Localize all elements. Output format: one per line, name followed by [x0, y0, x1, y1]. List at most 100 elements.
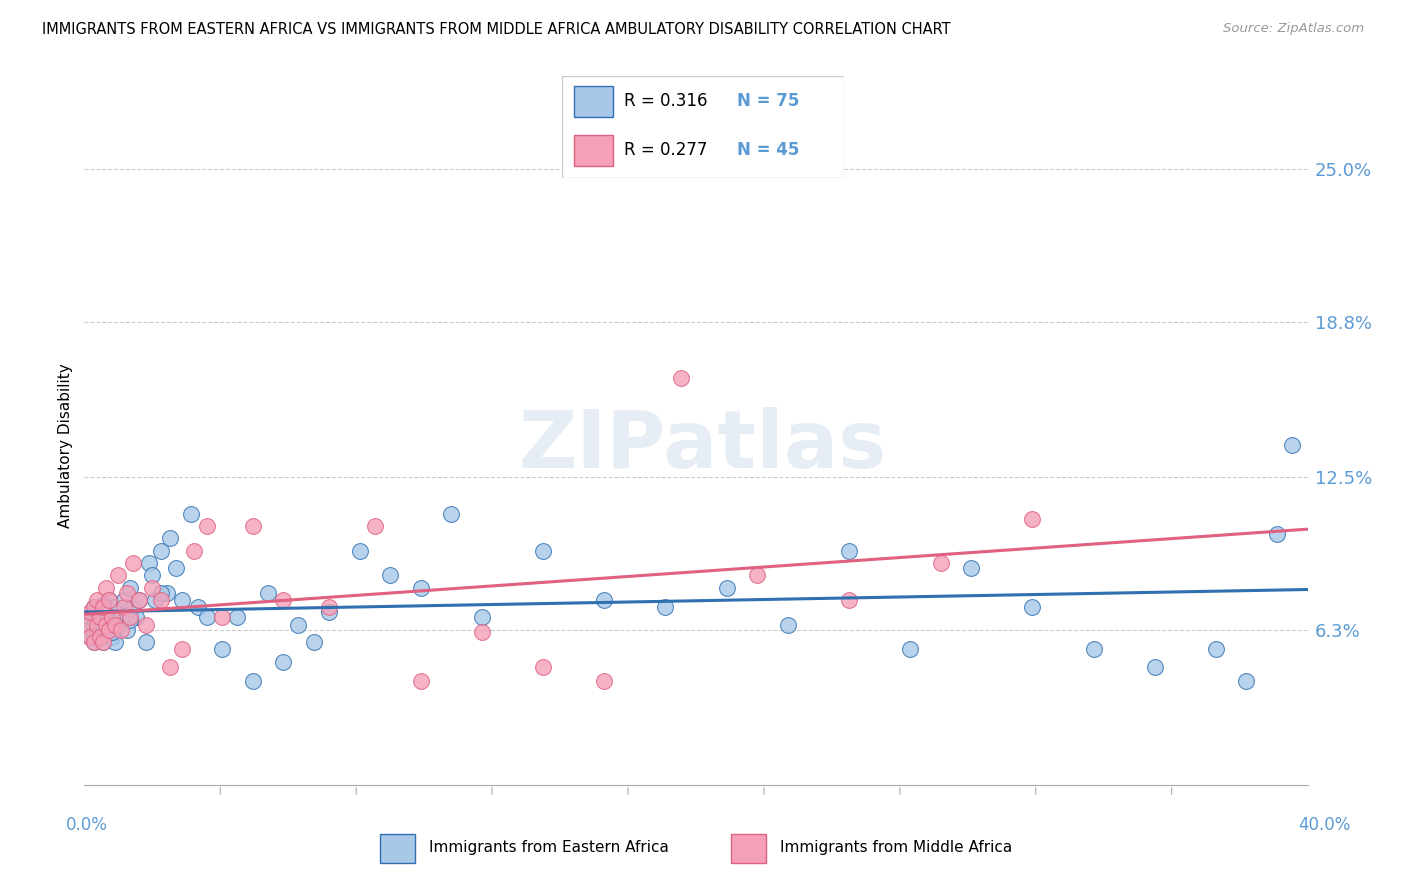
Point: [91, 617, 114, 632]
Point: [97, 623, 120, 637]
Point: [97, 617, 120, 632]
Point: [211, 610, 233, 624]
Point: [107, 617, 129, 632]
Point: [747, 568, 769, 582]
Text: IMMIGRANTS FROM EASTERN AFRICA VS IMMIGRANTS FROM MIDDLE AFRICA AMBULATORY DISAB: IMMIGRANTS FROM EASTERN AFRICA VS IMMIGR…: [42, 22, 950, 37]
Point: [149, 593, 172, 607]
Point: [83, 600, 105, 615]
Point: [101, 630, 124, 644]
Point: [838, 543, 860, 558]
Point: [120, 610, 142, 624]
Point: [1083, 642, 1105, 657]
Text: N = 45: N = 45: [737, 141, 799, 159]
Point: [195, 610, 218, 624]
Point: [115, 585, 138, 599]
Text: ZIPatlas: ZIPatlas: [519, 407, 887, 485]
Y-axis label: Ambulatory Disability: Ambulatory Disability: [58, 364, 73, 528]
Point: [128, 593, 150, 607]
FancyBboxPatch shape: [731, 834, 766, 863]
Point: [91, 635, 114, 649]
Text: Source: ZipAtlas.com: Source: ZipAtlas.com: [1223, 22, 1364, 36]
Point: [86, 606, 108, 620]
Point: [94, 606, 117, 620]
Point: [531, 659, 554, 673]
Point: [83, 630, 105, 644]
Point: [79, 630, 101, 644]
Point: [183, 543, 205, 558]
Point: [104, 600, 127, 615]
Point: [89, 630, 111, 644]
Point: [159, 659, 181, 673]
Point: [165, 561, 187, 575]
Point: [302, 635, 325, 649]
Point: [104, 635, 127, 649]
Point: [76, 617, 98, 632]
Point: [287, 617, 309, 632]
Point: [349, 543, 371, 558]
Text: R = 0.316: R = 0.316: [624, 92, 707, 110]
Point: [112, 593, 135, 607]
Point: [898, 642, 921, 657]
Point: [156, 585, 179, 599]
Point: [112, 600, 135, 615]
Point: [242, 674, 264, 689]
Point: [318, 606, 340, 620]
Point: [186, 600, 208, 615]
Point: [1143, 659, 1166, 673]
Point: [195, 519, 218, 533]
Point: [409, 674, 432, 689]
Text: 0.0%: 0.0%: [66, 816, 108, 834]
Point: [89, 600, 111, 615]
Point: [1021, 600, 1043, 615]
Text: N = 75: N = 75: [737, 92, 799, 110]
Text: 40.0%: 40.0%: [1298, 816, 1351, 834]
Point: [110, 623, 132, 637]
Point: [440, 507, 463, 521]
Point: [83, 635, 105, 649]
Point: [149, 585, 172, 599]
Point: [115, 623, 138, 637]
Point: [716, 581, 738, 595]
Point: [380, 568, 402, 582]
FancyBboxPatch shape: [562, 76, 844, 178]
Point: [94, 581, 117, 595]
Point: [172, 642, 194, 657]
Point: [122, 600, 145, 615]
Point: [89, 610, 111, 624]
Point: [86, 593, 108, 607]
Point: [76, 623, 98, 637]
Point: [128, 593, 150, 607]
Point: [271, 655, 294, 669]
Point: [94, 623, 117, 637]
Point: [120, 613, 142, 627]
Point: [91, 635, 114, 649]
Point: [141, 581, 163, 595]
Point: [86, 630, 108, 644]
Point: [97, 593, 120, 607]
Point: [125, 610, 148, 624]
Point: [91, 600, 114, 615]
Point: [838, 593, 860, 607]
Point: [135, 617, 157, 632]
Point: [409, 581, 432, 595]
Point: [86, 617, 108, 632]
Point: [364, 519, 387, 533]
Point: [1265, 526, 1288, 541]
Point: [89, 610, 111, 624]
Point: [101, 610, 124, 624]
Point: [83, 635, 105, 649]
Point: [211, 642, 233, 657]
Point: [83, 600, 105, 615]
Point: [91, 598, 114, 612]
Point: [107, 568, 129, 582]
Point: [531, 543, 554, 558]
Point: [122, 556, 145, 570]
Point: [271, 593, 294, 607]
Point: [141, 568, 163, 582]
FancyBboxPatch shape: [574, 136, 613, 166]
Point: [1281, 438, 1303, 452]
Point: [1021, 512, 1043, 526]
Point: [149, 543, 172, 558]
FancyBboxPatch shape: [574, 87, 613, 117]
Text: R = 0.277: R = 0.277: [624, 141, 707, 159]
